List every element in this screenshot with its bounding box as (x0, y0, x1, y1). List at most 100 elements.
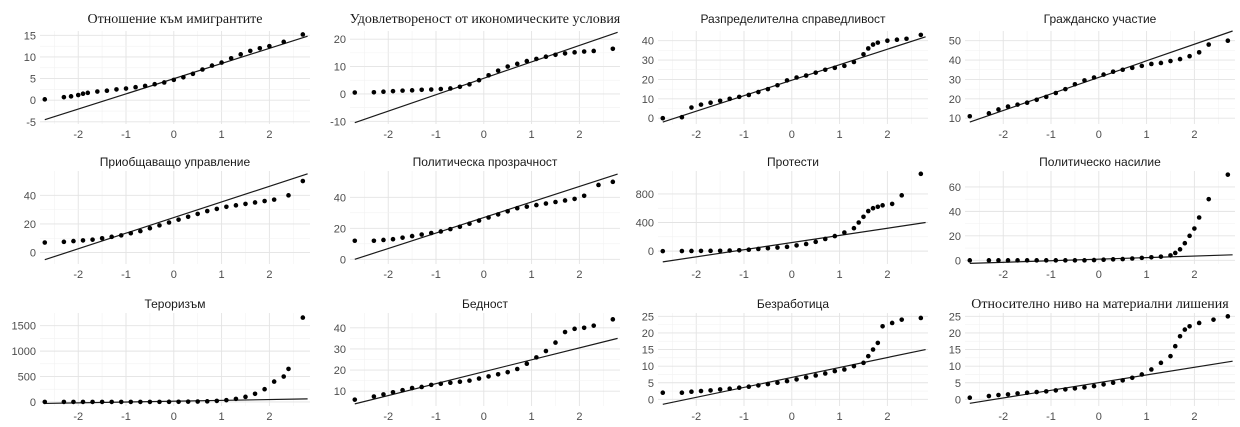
qq-point (262, 386, 267, 392)
y-tick-label: 40 (642, 36, 654, 48)
qq-point (1172, 343, 1178, 349)
panel-2: Удовлетвореност от икономическите услови… (330, 12, 621, 141)
qq-point (495, 68, 501, 73)
y-tick-label: 0 (648, 113, 654, 125)
y-tick-label: 20 (334, 223, 346, 235)
x-tick-label: -2 (998, 411, 1008, 423)
y-tick-label: 20 (642, 328, 654, 340)
x-tick-label: 1 (837, 411, 843, 423)
qq-point (486, 374, 491, 379)
panel-1: Отношение към имигрантите -2 -1 0 1 2 -5 0 5 10 15 (24, 12, 310, 141)
qq-point (1110, 69, 1116, 74)
qq-point (1110, 257, 1116, 262)
x-tick-label: 0 (789, 269, 795, 281)
qq-point (996, 107, 1001, 112)
qq-point (986, 111, 992, 116)
x-tick-label: 2 (1191, 269, 1197, 281)
panel-title: Безработица (757, 297, 829, 311)
x-tick-label: 0 (789, 129, 795, 141)
qq-point (1149, 254, 1154, 260)
qq-point (842, 367, 847, 372)
qq-point (457, 224, 463, 230)
qq-point (281, 374, 287, 379)
x-tick-label: 0 (1096, 411, 1102, 423)
qq-point (813, 70, 818, 75)
y-tick-label: 10 (949, 361, 961, 373)
qq-point (438, 229, 444, 234)
qq-point (1063, 258, 1068, 263)
qq-point (784, 378, 790, 384)
x-tick-label: 1 (219, 129, 225, 141)
y-tick-label: 25 (949, 311, 961, 323)
qq-point (861, 360, 866, 366)
x-tick-label: 2 (266, 129, 272, 141)
panel-title: Тероризъм (144, 297, 205, 311)
qq-reference-line (662, 348, 926, 405)
qq-point (224, 397, 229, 403)
x-tick-label: 2 (884, 269, 890, 281)
y-tick-label: 40 (334, 323, 346, 335)
qq-point (727, 248, 732, 253)
qq-point (1043, 258, 1049, 263)
x-tick-label: -2 (73, 411, 83, 423)
qq-point (1034, 258, 1039, 263)
x-tick-label: -1 (739, 129, 749, 141)
qq-point (99, 235, 105, 241)
x-tick-label: -2 (383, 411, 393, 423)
panel-title: Протести (767, 155, 819, 169)
qq-point (870, 347, 876, 352)
qq-point (352, 90, 358, 95)
qq-point (381, 89, 386, 95)
qq-point (1082, 258, 1087, 263)
qq-point (476, 218, 482, 223)
y-tick-label: 10 (334, 386, 346, 398)
qq-point (286, 193, 291, 198)
qq-point (448, 226, 453, 232)
qq-reference-line (969, 360, 1233, 404)
x-tick-label: 1 (1144, 411, 1150, 423)
qq-point (114, 87, 119, 92)
qq-point (1187, 323, 1192, 329)
y-tick-label: 0 (30, 95, 36, 107)
qq-point (1053, 388, 1059, 393)
qq-point (80, 399, 86, 405)
qq-point (233, 396, 239, 402)
qq-point (85, 90, 91, 96)
x-tick-label: 2 (1191, 411, 1197, 423)
qq-point (118, 233, 124, 238)
qq-point (200, 67, 205, 72)
qq-point (90, 399, 95, 405)
x-tick-label: -2 (73, 269, 83, 281)
qq-point (865, 353, 871, 359)
panel-title: Удовлетвореност от икономическите услови… (350, 12, 621, 27)
qq-point (918, 32, 924, 38)
qq-reference-line (969, 30, 1233, 123)
qq-point (195, 211, 200, 217)
qq-point (166, 399, 172, 405)
qq-point (476, 376, 482, 381)
qq-point (689, 389, 694, 395)
qq-point (157, 223, 162, 228)
qq-point (300, 178, 306, 184)
qq-point (1120, 378, 1125, 383)
qq-point (1034, 97, 1039, 103)
qq-point (1072, 386, 1078, 391)
qq-point (390, 236, 396, 242)
qq-point (286, 366, 291, 372)
qq-point (1015, 102, 1020, 107)
qq-point (371, 394, 377, 399)
qq-point (698, 102, 704, 107)
y-tick-label: 40 (949, 55, 961, 67)
qq-point (271, 197, 277, 202)
qq-point (390, 389, 396, 395)
qq-point (467, 378, 472, 383)
y-tick-label: 15 (949, 345, 961, 357)
qq-point (803, 375, 809, 380)
x-tick-label: -2 (998, 129, 1008, 141)
qq-point (822, 67, 828, 73)
panel-12: Относително ниво на материални лишения -2… (949, 297, 1235, 423)
qq-point (967, 395, 973, 400)
panel-title: Относително ниво на материални лишения (971, 297, 1229, 312)
y-tick-label: 0 (648, 246, 654, 258)
